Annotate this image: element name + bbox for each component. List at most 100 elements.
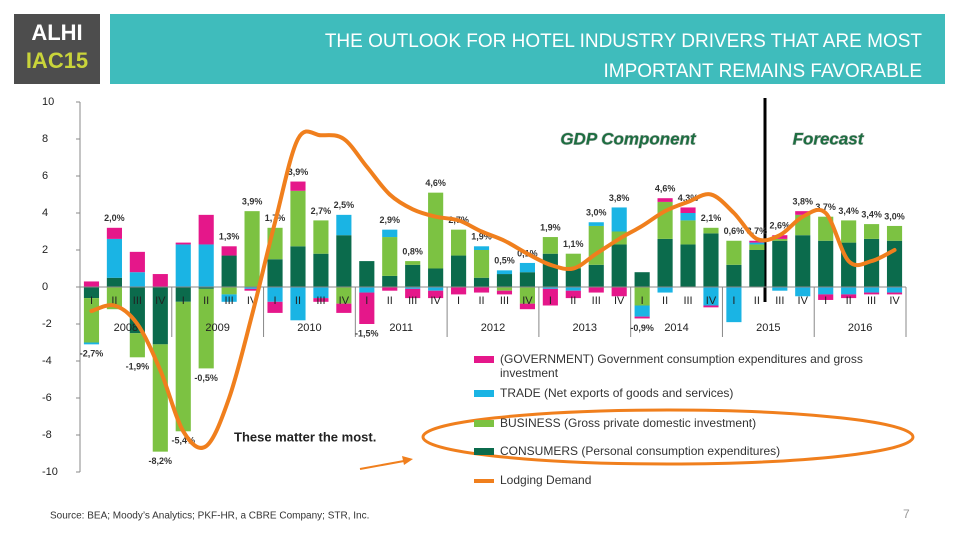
data-label: 3,8% [792, 197, 813, 207]
bar-segment [451, 255, 467, 287]
x-tick-label: I [90, 295, 93, 307]
data-label: 3,7% [815, 202, 836, 212]
bar-segment [428, 287, 444, 291]
y-tick-label: 4 [42, 207, 48, 219]
x-tick-label: III [500, 295, 509, 307]
y-tick-label: -6 [42, 392, 52, 404]
bar-segment [152, 344, 168, 452]
source: Source: BEA; Moody’s Analytics; PKF-HR, … [50, 511, 369, 522]
bar-segment [496, 274, 513, 287]
bar-segment [772, 238, 788, 241]
x-tick-label: IV [889, 295, 900, 307]
bar-segment [749, 250, 765, 287]
bar-segment [749, 244, 765, 250]
bar-segment [359, 287, 375, 293]
data-label: 1,3% [219, 232, 240, 242]
x-tick-label: III [316, 295, 325, 307]
bar-segment [405, 287, 421, 289]
y-tick-label: 8 [42, 133, 48, 145]
y-tick-label: 6 [42, 170, 48, 182]
bar-segment [519, 287, 535, 304]
x-tick-label: I [824, 295, 827, 307]
bar-segment [244, 288, 260, 291]
bar-segment [680, 220, 696, 245]
data-label: 4,6% [655, 184, 676, 194]
bar-segment [221, 294, 237, 302]
y-tick-label: 0 [42, 281, 48, 293]
bar-segment [221, 255, 237, 287]
x-tick-label: I [732, 295, 735, 307]
bar-segment [886, 287, 903, 293]
bar-segment [359, 261, 375, 287]
data-label: 3,9% [288, 167, 309, 177]
x-tick-label: III [775, 295, 784, 307]
bar-segment [841, 287, 857, 295]
legend-swatch [474, 479, 494, 483]
y-tick-label: 10 [42, 96, 54, 108]
data-label: 3,9% [242, 197, 263, 207]
legend-label: CONSUMERS (Personal consumption expendit… [500, 444, 781, 458]
x-tick-label: I [365, 295, 368, 307]
x-tick-label: III [133, 295, 142, 307]
data-label: -1,5% [355, 328, 379, 338]
y-tick-label: 2 [42, 244, 48, 256]
legend-swatch [474, 356, 494, 363]
bar-segment [313, 253, 329, 287]
legend-label: Lodging Demand [500, 473, 592, 487]
bar-segment [313, 220, 329, 254]
legend-item: CONSUMERS (Personal consumption expendit… [474, 444, 874, 458]
bar-segment [565, 268, 581, 287]
data-label: 3,4% [838, 206, 859, 216]
bar-segment [106, 227, 122, 239]
x-tick-label: II [754, 295, 760, 307]
arrow [359, 460, 405, 470]
legend-label: (GOVERNMENT) Government consumption expe… [500, 352, 863, 380]
logo-box [14, 14, 100, 84]
bar-segment [129, 251, 145, 273]
bar-segment [290, 181, 306, 191]
bar-segment [198, 214, 214, 245]
bar-segment [657, 238, 673, 287]
x-tick-label: III [408, 295, 417, 307]
bar-segment [428, 290, 444, 299]
annotation: These matter the most. [234, 429, 376, 444]
bar-segment [428, 192, 444, 269]
bar-segment [83, 281, 100, 287]
bar-segment [267, 259, 283, 287]
data-label: 1,1% [563, 239, 584, 249]
bar-segment [703, 305, 719, 308]
bar-segment [129, 272, 145, 287]
bar-segment [565, 287, 581, 291]
bar-segment [267, 287, 283, 302]
bar-segment [221, 287, 237, 295]
x-tick-label: I [182, 295, 185, 307]
bar-segment [703, 287, 719, 306]
data-label: 3,8% [609, 193, 630, 203]
annotation: Forecast [793, 129, 865, 148]
bar-segment [542, 288, 558, 306]
bar-segment [588, 264, 604, 287]
legend-item: (GOVERNMENT) Government consumption expe… [474, 352, 874, 380]
bar-segment [680, 207, 696, 213]
bar-segment [313, 287, 329, 299]
data-label: -8,2% [149, 456, 173, 466]
data-label: 1,9% [471, 232, 492, 242]
year-label: 2012 [481, 322, 505, 334]
year-label: 2009 [205, 322, 229, 334]
legend-label: BUSINESS (Gross private domestic investm… [500, 416, 757, 430]
bar-segment [473, 277, 490, 287]
data-label: 2,6% [770, 221, 791, 231]
bar-segment [198, 287, 214, 289]
bar-segment [336, 214, 352, 236]
data-label: 4,6% [425, 178, 446, 188]
bar-segment [175, 242, 191, 245]
bar-segment [451, 287, 467, 295]
bar-segment [726, 264, 742, 287]
x-tick-label: I [273, 295, 276, 307]
bar-segment [244, 287, 260, 289]
x-tick-label: II [478, 295, 484, 307]
year-label: 2013 [573, 322, 597, 334]
data-label: 2,7% [311, 206, 332, 216]
bar-segment [519, 303, 535, 310]
